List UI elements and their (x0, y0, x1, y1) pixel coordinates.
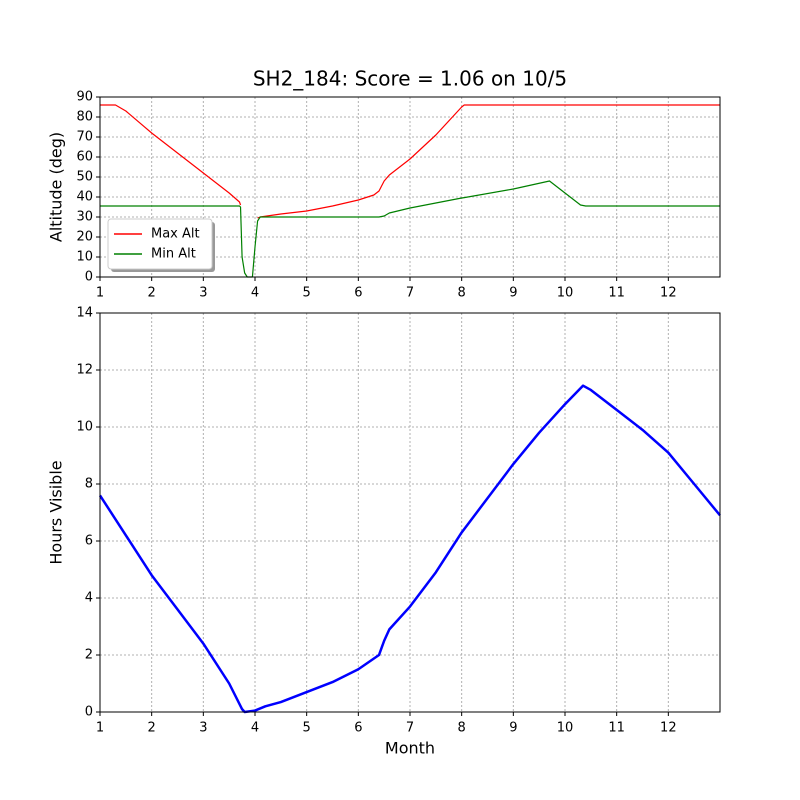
x-tick-label: 10 (557, 721, 574, 736)
axes-frame (99, 96, 721, 278)
line (100, 180, 720, 278)
x-tick-label: 8 (458, 721, 466, 736)
x-axis-label: Month (385, 739, 435, 758)
x-tick-label: 1 (96, 721, 104, 736)
x-tick-label: 1 (96, 286, 104, 301)
x-tick-label: 4 (251, 721, 259, 736)
y-tick-label: 8 (85, 477, 93, 492)
x-tick-label: 2 (148, 286, 156, 301)
y-tick-label: 20 (76, 230, 93, 245)
y-tick-label: 60 (76, 150, 93, 165)
x-tick-label: 6 (354, 286, 362, 301)
legend (107, 218, 213, 270)
y-tick-label: 40 (76, 190, 93, 205)
x-tick-label: 12 (660, 286, 677, 301)
x-tick-label: 6 (354, 721, 362, 736)
x-tick-label: 11 (608, 286, 625, 301)
x-tick-label: 9 (509, 286, 517, 301)
y-tick-label: 2 (85, 648, 93, 663)
legend-label: Min Alt (151, 247, 196, 262)
x-tick-label: 11 (608, 721, 625, 736)
y-tick-label: 12 (76, 363, 93, 378)
y-tick-label: 30 (76, 210, 93, 225)
y-tick-label: 50 (76, 170, 93, 185)
x-tick-label: 3 (199, 721, 207, 736)
x-tick-label: 7 (406, 286, 414, 301)
x-tick-label: 10 (557, 286, 574, 301)
y-tick-label: 80 (76, 110, 93, 125)
x-tick-label: 4 (251, 286, 259, 301)
y-tick-label: 90 (76, 90, 93, 105)
x-tick-label: 12 (660, 721, 677, 736)
axes-frame (99, 312, 721, 713)
y-tick-label: 10 (76, 420, 93, 435)
legend-label: Max Alt (151, 227, 200, 242)
x-tick-label: 3 (199, 286, 207, 301)
y-tick-label: 0 (85, 270, 93, 285)
y-axis-label: Altitude (deg) (47, 132, 66, 242)
chart-title: SH2_184: Score = 1.06 on 10/5 (253, 67, 567, 91)
line (100, 104, 720, 219)
x-tick-label: 2 (148, 721, 156, 736)
x-tick-label: 9 (509, 721, 517, 736)
y-tick-label: 6 (85, 534, 93, 549)
x-tick-label: 5 (303, 721, 311, 736)
y-tick-label: 0 (85, 705, 93, 720)
line (98, 384, 721, 714)
y-tick-label: 14 (76, 306, 93, 321)
y-tick-label: 4 (85, 591, 93, 606)
x-tick-label: 7 (406, 721, 414, 736)
y-tick-label: 10 (76, 250, 93, 265)
y-tick-label: 70 (76, 130, 93, 145)
x-tick-label: 8 (458, 286, 466, 301)
y-axis-label: Hours Visible (47, 460, 66, 564)
x-tick-label: 5 (303, 286, 311, 301)
